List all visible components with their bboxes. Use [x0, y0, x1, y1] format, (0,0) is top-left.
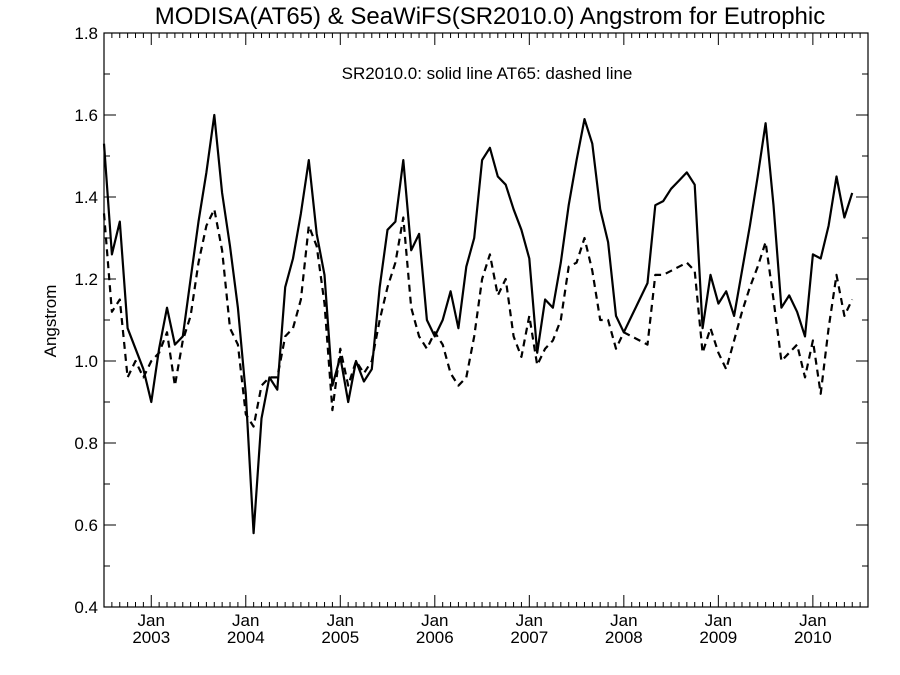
plot-frame	[103, 32, 869, 608]
series-line-sr2010-0	[102, 113, 854, 535]
x-tick-month-label: Jan	[327, 611, 354, 630]
line-style-note: SR2010.0: solid line AT65: dashed line	[342, 64, 633, 83]
y-tick-label: 0.4	[74, 598, 98, 617]
series-layer	[102, 113, 854, 535]
y-tick-label: 1.2	[74, 270, 98, 289]
x-tick-month-label: Jan	[705, 611, 732, 630]
x-tick-year-label: 2006	[416, 628, 454, 647]
y-tick-label: 0.8	[74, 434, 98, 453]
y-tick-label: 1.6	[74, 106, 98, 125]
x-tick-year-label: 2010	[794, 628, 832, 647]
series-line-at65	[102, 208, 854, 428]
y-tick-label: 0.6	[74, 516, 98, 535]
chart-title: MODISA(AT65) & SeaWiFS(SR2010.0) Angstro…	[155, 3, 825, 30]
x-tick-month-label: Jan	[421, 611, 448, 630]
x-tick-year-label: 2009	[699, 628, 737, 647]
y-tick-label: 1.4	[74, 188, 98, 207]
x-tick-month-label: Jan	[799, 611, 826, 630]
x-tick-year-label: 2005	[321, 628, 359, 647]
x-tick-month-label: Jan	[232, 611, 259, 630]
y-tick-label: 1.8	[74, 24, 98, 43]
y-tick-label: 1.0	[74, 352, 98, 371]
x-tick-year-label: 2008	[605, 628, 643, 647]
axes: 0.40.60.81.01.21.41.61.8Jan2003Jan2004Ja…	[74, 24, 869, 647]
x-tick-month-label: Jan	[610, 611, 637, 630]
x-tick-month-label: Jan	[516, 611, 543, 630]
x-tick-year-label: 2007	[510, 628, 548, 647]
x-tick-year-label: 2004	[227, 628, 265, 647]
y-axis-title: Angstrom	[41, 285, 60, 358]
x-tick-year-label: 2003	[132, 628, 170, 647]
x-tick-month-label: Jan	[138, 611, 165, 630]
